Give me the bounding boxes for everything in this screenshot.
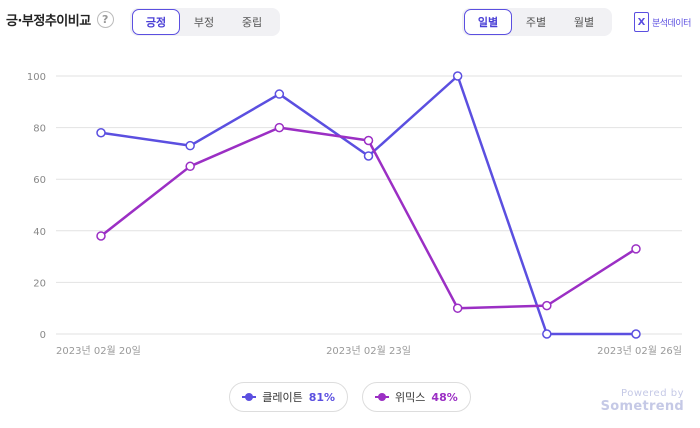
legend-share-klaytn: 81% [308,390,336,404]
tab-neutral[interactable]: 중립 [241,16,263,29]
x-tick-label: 2023년 02월 23일 [326,345,411,357]
data-point-0 [452,71,463,81]
data-point-0 [96,128,106,138]
legend-marker-wemix [375,392,390,402]
powered-by-watermark: Powered by Sometrend [601,388,684,414]
data-point-1 [452,303,463,313]
legend-marker-klaytn [242,392,257,402]
data-point-1 [631,244,641,254]
data-point-1 [185,161,195,172]
x-tick-label: 2023년 02월 20일 [56,345,141,357]
legend-label-wemix: 위믹스 [395,391,426,404]
data-point-0 [631,329,641,339]
data-point-0 [185,140,195,151]
brand-name: Sometrend [600,399,684,414]
data-point-0 [274,89,285,99]
data-point-1 [96,231,106,241]
chart-title: 긍·부정추이비교 [6,14,91,29]
period-tab-group: 일별 주별 월별 [462,8,612,36]
y-tick-label: 100 [27,72,46,83]
chart-legend: 클레이튼 81% 위믹스 48% [0,382,700,412]
powered-by-text: Powered by [621,388,684,399]
tab-weekly[interactable]: 주별 [525,16,547,29]
data-point-0 [363,151,374,161]
tab-negative[interactable]: 부정 [193,16,215,29]
help-icon[interactable]: ? [96,11,114,28]
sentiment-tab-group: 긍정 부정 중립 [130,8,280,36]
y-tick-label: 60 [33,175,46,186]
export-data-label: 분석데이터 [652,18,691,29]
y-tick-label: 0 [40,330,46,341]
tab-daily[interactable]: 일별 [464,9,512,35]
line-chart: 0 20 40 60 80 100 2023년 02월 20일 2023년 02월 23일 20… [27,71,682,357]
y-tick-label: 20 [33,278,46,289]
legend-item-wemix[interactable]: 위믹스 48% [362,382,471,412]
legend-share-wemix: 48% [431,390,458,404]
y-tick-label: 40 [33,227,46,238]
chart-header: 긍·부정추이비교 ? [6,10,114,29]
tab-positive[interactable]: 긍정 [132,9,180,35]
data-point-1 [363,135,374,146]
data-point-1 [542,300,552,311]
excel-icon: X [634,12,649,32]
tab-monthly[interactable]: 월별 [573,16,595,29]
x-tick-label: 2023년 02월 26일 [597,345,682,357]
series-line-0 [100,74,636,336]
export-data-button[interactable]: X 분석데이터 [634,12,691,32]
legend-item-klaytn[interactable]: 클레이튼 81% [229,382,349,412]
legend-label-klaytn: 클레이튼 [262,391,303,404]
data-point-1 [274,122,285,133]
data-point-0 [542,329,552,339]
y-tick-label: 80 [33,124,46,135]
